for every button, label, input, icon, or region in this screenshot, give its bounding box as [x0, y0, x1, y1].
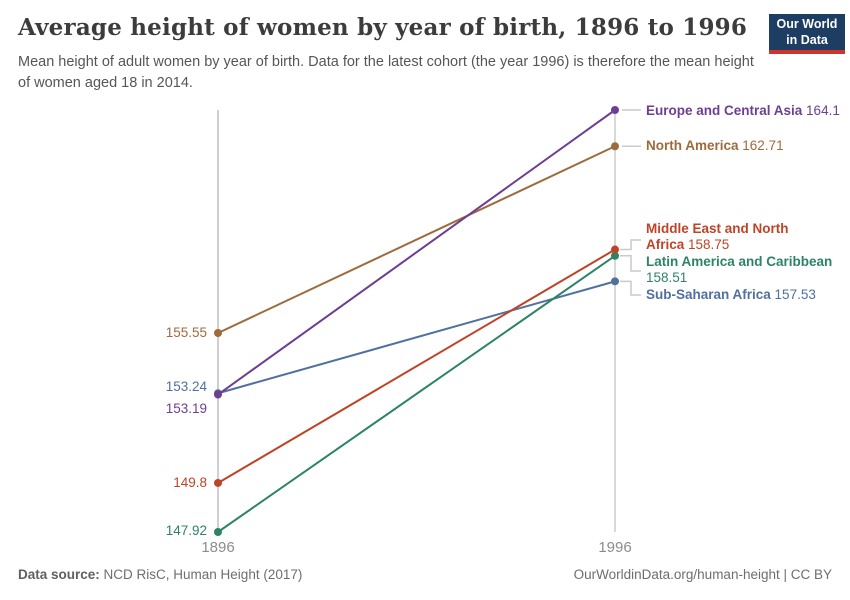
data-point[interactable] — [611, 142, 619, 151]
page-title: Average height of women by year of birth… — [18, 14, 748, 41]
data-point[interactable] — [611, 251, 619, 260]
label-connector — [620, 239, 641, 251]
data-point[interactable] — [611, 245, 619, 254]
end-value-label: 158.75 — [684, 237, 730, 252]
end-value-label: 157.53 — [770, 287, 816, 302]
label-connector — [620, 280, 641, 296]
data-source-value: NCD RisC, Human Height (2017) — [99, 567, 303, 582]
series-label[interactable]: Europe and Central Asia 164.1 — [646, 103, 850, 119]
data-point[interactable] — [214, 528, 222, 536]
series-label[interactable]: North America 162.71 — [646, 138, 850, 154]
series-name[interactable]: Latin America and Caribbean — [646, 254, 833, 269]
x-tick-label: 1896 — [201, 539, 235, 556]
series-line[interactable] — [217, 280, 616, 395]
owid-logo-line1: Our World — [776, 17, 838, 31]
series-name[interactable]: Sub-Saharan Africa — [646, 287, 771, 302]
data-source-label: Data source: — [18, 567, 100, 582]
series-label[interactable]: Middle East and North Africa 158.75 — [646, 221, 816, 253]
data-point[interactable] — [611, 106, 619, 114]
end-value-label: 164.1 — [802, 103, 840, 118]
series-name[interactable]: Europe and Central Asia — [646, 103, 803, 118]
series-label[interactable]: Latin America and Caribbean 158.51 — [646, 254, 850, 286]
start-value-label: 153.24 — [165, 379, 207, 394]
end-value-label: 158.51 — [646, 270, 688, 285]
owid-logo-line2: in Data — [786, 32, 828, 47]
data-point[interactable] — [214, 478, 222, 487]
credit-link[interactable]: OurWorldinData.org/human-height | CC BY — [573, 567, 832, 582]
data-point[interactable] — [214, 390, 222, 399]
owid-logo[interactable]: Our World in Data — [769, 14, 845, 54]
data-source: Data source: NCD RisC, Human Height (201… — [18, 567, 302, 582]
series-name[interactable]: North America — [646, 138, 739, 153]
series-line[interactable] — [217, 248, 616, 484]
start-value-label: 155.55 — [165, 325, 207, 340]
series-line[interactable] — [217, 254, 616, 533]
chart-subtitle: Mean height of adult women by year of bi… — [18, 54, 754, 92]
series-line[interactable] — [217, 109, 616, 396]
label-connector — [620, 255, 641, 272]
start-value-label: 147.92 — [165, 523, 207, 538]
data-point[interactable] — [611, 277, 619, 286]
end-value-label: 162.71 — [738, 138, 784, 153]
series-label[interactable]: Sub-Saharan Africa 157.53 — [646, 287, 850, 303]
data-point[interactable] — [214, 328, 222, 337]
series-name[interactable]: Middle East and North Africa — [646, 221, 789, 252]
x-tick-label: 1996 — [598, 539, 632, 556]
series-line[interactable] — [217, 145, 616, 334]
start-value-label: 149.8 — [173, 475, 207, 490]
start-value-label: 153.19 — [165, 401, 207, 416]
